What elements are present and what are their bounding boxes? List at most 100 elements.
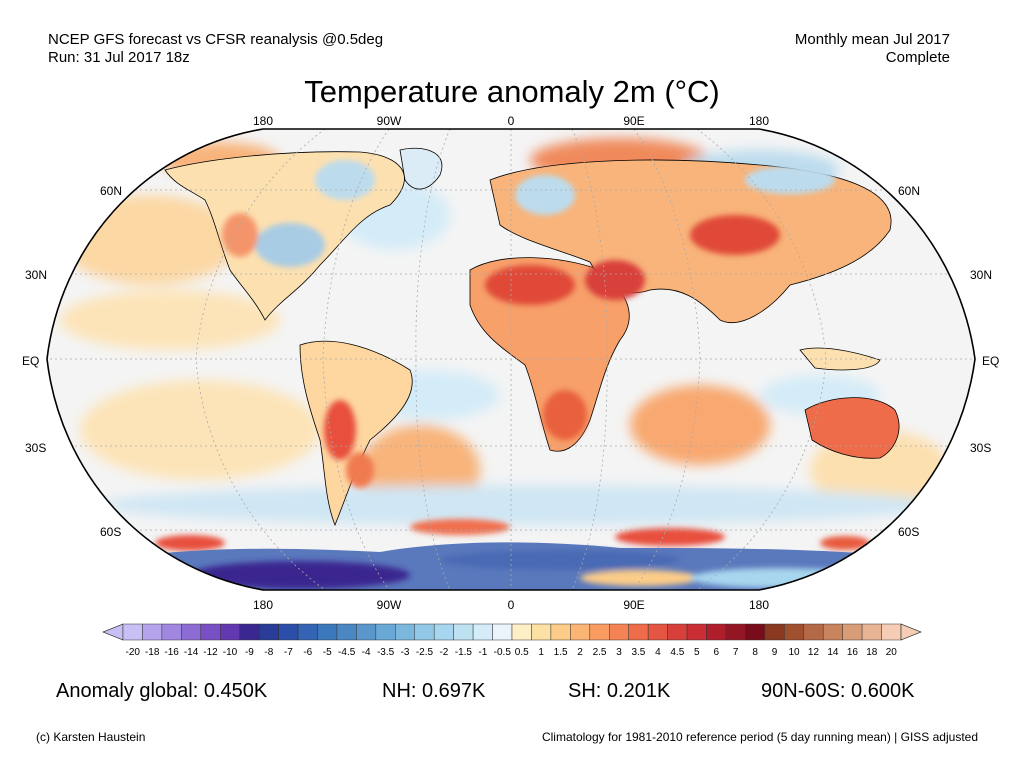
- colorbar-swatch: [725, 623, 746, 641]
- colorbar-swatch: [531, 623, 552, 641]
- colorbar-swatch: [822, 623, 843, 641]
- lon-label-top-180w: 180: [252, 114, 274, 128]
- colorbar-tick-label: 12: [807, 647, 820, 658]
- anomaly-sahara-hot: [485, 265, 575, 305]
- colorbar-tick-label: -6: [303, 647, 313, 658]
- lon-label-top-90e: 90E: [623, 114, 645, 128]
- colorbar-tick-label: -18: [144, 647, 160, 658]
- graticule-135w: [195, 129, 326, 590]
- colorbar-tick-label: -10: [222, 647, 238, 658]
- lon-label-bottom-90w: 90W: [376, 598, 402, 612]
- lat-label-left-30s: 30S: [25, 441, 47, 455]
- colorbar-swatch: [356, 623, 377, 641]
- graticule-90e: [633, 129, 701, 590]
- colorbar-swatch: [492, 623, 513, 641]
- colorbar-tick-label: -3: [400, 647, 410, 658]
- anomaly-so-warm-2: [410, 519, 510, 535]
- colorbar-max-arrow: [900, 623, 922, 641]
- colorbar-tick-label: 1: [538, 647, 544, 658]
- anomaly-s-africa-warm: [543, 390, 587, 440]
- colorbar-tick-label: 3: [616, 647, 622, 658]
- copyright-text: (c) Karsten Haustein: [36, 730, 146, 744]
- lat-label-right-eq: EQ: [982, 354, 1000, 368]
- colorbar-tick-label: 20: [885, 647, 897, 658]
- colorbar-tick-label: -1: [478, 647, 488, 658]
- colorbar-swatch: [842, 623, 863, 641]
- graticule-45w: [415, 129, 451, 590]
- colorbar-swatch: [589, 623, 610, 641]
- colorbar-tick-label: 9: [771, 647, 778, 658]
- colorbar-swatch: [472, 623, 493, 641]
- colorbar-tick-label: -8: [264, 647, 274, 658]
- anomaly-siberia-cool: [745, 166, 835, 194]
- colorbar-tick-label: -12: [203, 647, 218, 658]
- anomaly-antarctica-warm: [580, 570, 700, 586]
- colorbar-tick-label: 2: [577, 647, 583, 658]
- graticule-45e: [571, 129, 608, 590]
- colorbar-swatch: [745, 623, 766, 641]
- anomaly-us-cool: [255, 223, 325, 267]
- colorbar-swatch: [375, 623, 396, 641]
- anomaly-southern-ocean-cool: [100, 485, 940, 525]
- lon-label-bottom-0: 0: [507, 598, 515, 612]
- anomaly-antarctica-cool: [440, 550, 680, 570]
- run-info-text: Run: 31 Jul 2017 18z: [48, 49, 190, 66]
- colorbar-tick-label: 14: [827, 647, 839, 658]
- colorbar-tick-label: 16: [846, 647, 858, 658]
- lat-label-left-eq: EQ: [22, 354, 40, 368]
- anomaly-so-warm-1: [155, 535, 225, 551]
- lon-label-bottom-90e: 90E: [623, 598, 645, 612]
- colorbar-tick-label: 2.5: [592, 647, 607, 658]
- anomaly-europe-cool: [515, 175, 575, 215]
- stat-arctic: 90N-60S: 0.600K: [761, 680, 915, 702]
- anomaly-e-pacific-warm: [60, 290, 280, 350]
- globe-outline: [46, 128, 976, 591]
- lon-label-top-180e: 180: [748, 114, 770, 128]
- colorbar-swatch: [609, 623, 629, 641]
- colorbar-swatch: [686, 623, 707, 641]
- colorbar-tick-label: -14: [183, 647, 199, 658]
- anomaly-w-us-warm: [222, 213, 258, 257]
- lon-label-bottom-180w: 180: [252, 598, 274, 612]
- lon-label-top-0: 0: [507, 114, 515, 128]
- colorbar-swatch: [258, 623, 279, 641]
- colorbar-swatch: [803, 623, 824, 641]
- colorbar-swatch: [881, 623, 902, 641]
- colorbar-tick-label: 1.5: [553, 647, 568, 658]
- colorbar-tick-label: 4: [655, 647, 661, 658]
- colorbar-swatch: [414, 623, 435, 641]
- colorbar-swatch: [200, 623, 221, 641]
- colorbar-tick-label: 7: [732, 647, 739, 658]
- lon-label-bottom-180e: 180: [748, 598, 770, 612]
- lat-label-left-60s: 60S: [100, 525, 122, 539]
- status-text: Complete: [885, 49, 950, 66]
- colorbar-swatch: [122, 623, 143, 641]
- anomaly-so-warm-4: [820, 536, 870, 550]
- anomaly-canada-cool: [315, 160, 375, 200]
- model-info-text: NCEP GFS forecast vs CFSR reanalysis @0.…: [48, 31, 384, 48]
- colorbar-swatch: [433, 623, 454, 641]
- graticule: [47, 129, 975, 590]
- graticule-90w: [322, 129, 390, 590]
- colorbar-tick-label: -5: [322, 647, 332, 658]
- lat-label-right-60s: 60S: [898, 525, 920, 539]
- lat-label-right-60n: 60N: [898, 184, 921, 198]
- colorbar-swatch: [181, 623, 202, 641]
- colorbar-swatch: [628, 623, 649, 641]
- anomaly-s-indian-warm: [630, 385, 770, 465]
- colorbar-swatch: [453, 623, 474, 641]
- colorbar-swatch: [336, 623, 357, 641]
- colorbar-tick-label: 5: [693, 647, 700, 658]
- colorbar-swatch: [570, 623, 591, 641]
- stat-nh: NH: 0.697K: [382, 680, 486, 702]
- colorbar-tick-label: -9: [244, 647, 254, 658]
- colorbar-swatch: [142, 623, 163, 641]
- colorbar-swatch: [161, 623, 182, 641]
- colorbar-tick-label: 0.5: [514, 647, 529, 658]
- colorbar-swatch: [220, 623, 240, 641]
- colorbar-swatch: [317, 623, 338, 641]
- anomaly-middle-east-hot: [585, 260, 645, 300]
- lat-label-right-30n: 30N: [970, 268, 993, 282]
- anomaly-argentina-warm: [346, 452, 374, 488]
